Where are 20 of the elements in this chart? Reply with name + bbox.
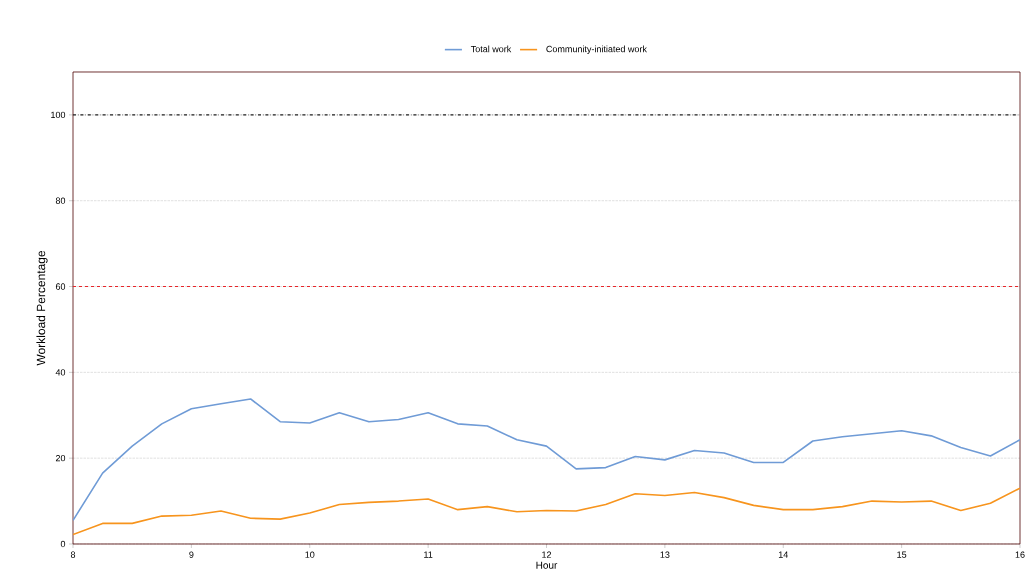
y-tick-label: 20 xyxy=(55,454,66,462)
x-tick-label: 12 xyxy=(542,551,552,558)
y-axis-title: Workload Percentage xyxy=(36,250,48,366)
line-series xyxy=(73,487,1020,536)
y-tick-label: 100 xyxy=(51,111,66,119)
x-tick-label: 10 xyxy=(305,551,315,558)
x-tick-label: 15 xyxy=(897,551,907,558)
x-tick-label: 9 xyxy=(189,551,194,558)
x-tick-label: 8 xyxy=(70,551,76,558)
x-tick-label: 14 xyxy=(778,551,788,558)
legend-label: Community-initiated work xyxy=(546,45,647,54)
x-axis-title: Hour xyxy=(536,561,558,569)
y-tick-label: 40 xyxy=(55,369,66,376)
x-tick-label: 13 xyxy=(660,551,670,558)
y-tick-label: 0 xyxy=(60,540,66,548)
y-tick-label: 80 xyxy=(55,197,66,204)
x-tick-label: 16 xyxy=(1015,551,1025,558)
legend-label: Total work xyxy=(470,45,512,53)
x-tick-label: 11 xyxy=(424,551,433,558)
y-tick-label: 60 xyxy=(55,283,66,290)
